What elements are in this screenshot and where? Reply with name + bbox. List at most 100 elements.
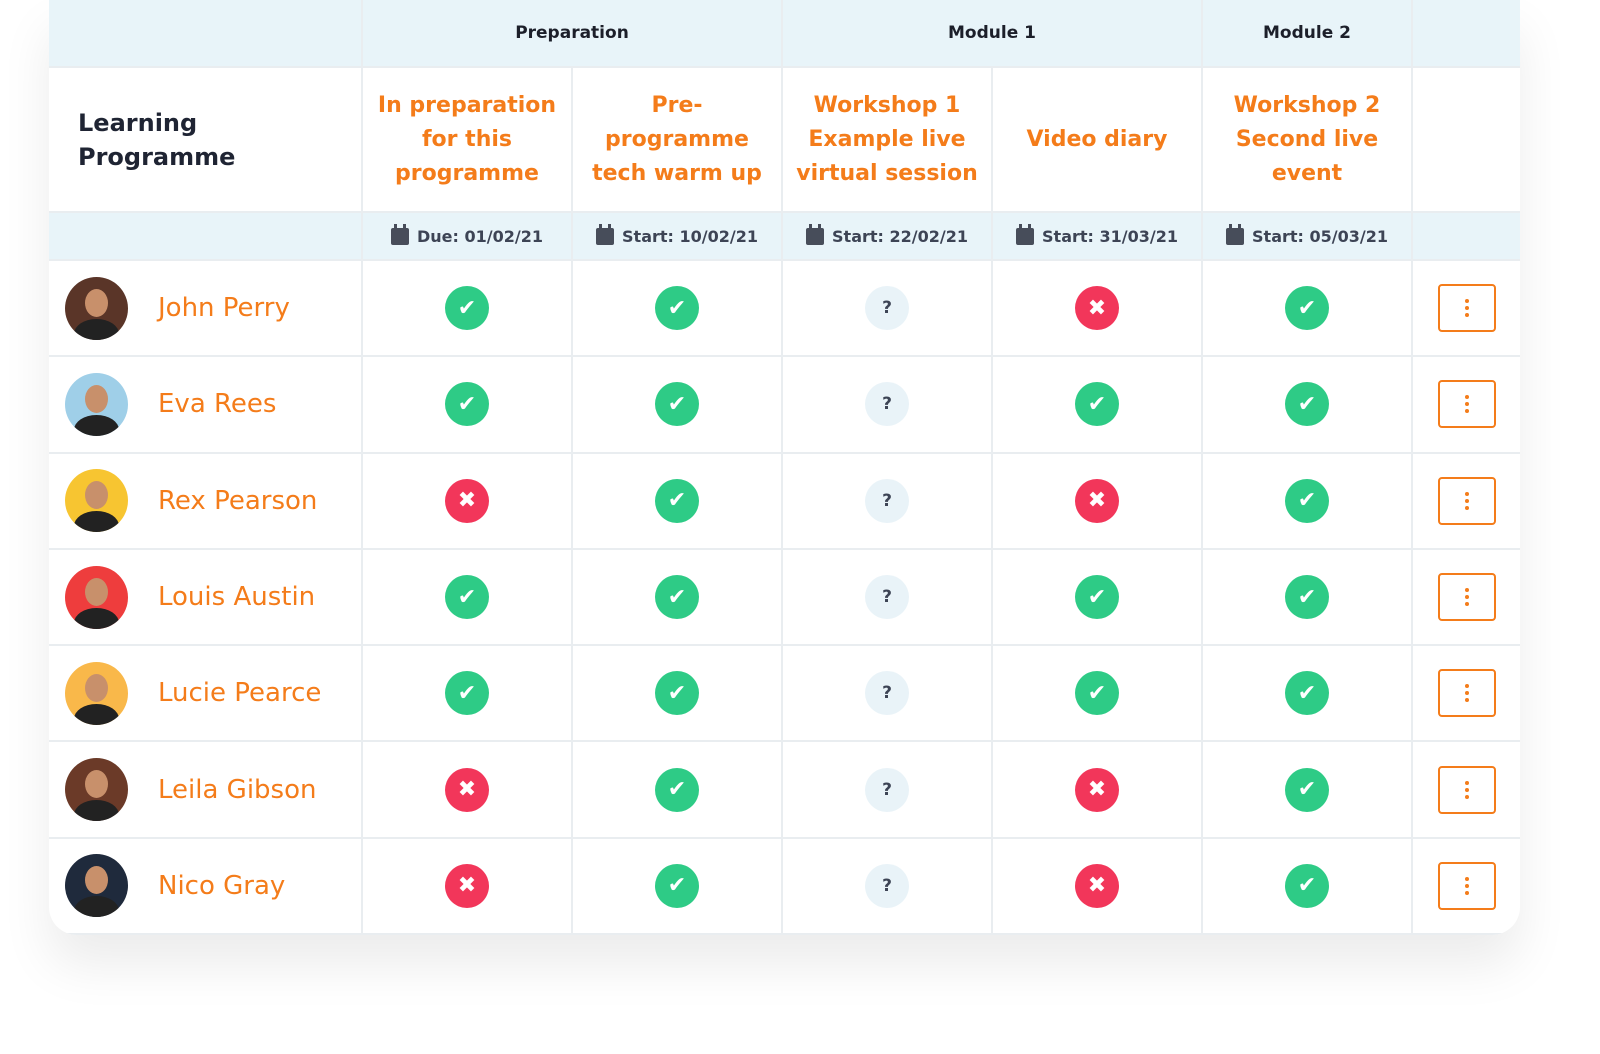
check-status-icon: ✔ — [1075, 671, 1119, 716]
status-cell: ✔ — [1203, 549, 1413, 647]
column-date: Start: 31/03/21 — [993, 213, 1203, 261]
unknown-status-icon: ? — [865, 671, 909, 716]
check-status-icon: ✔ — [655, 478, 699, 523]
person-name[interactable]: Eva Rees — [158, 389, 277, 420]
check-status-icon: ✔ — [445, 671, 489, 716]
column-date: Due: 01/02/21 — [363, 213, 573, 261]
unknown-status-icon: ? — [865, 863, 909, 908]
kebab-icon — [1464, 299, 1469, 318]
status-cell: ? — [783, 357, 993, 454]
cross-status-icon: ✖ — [1075, 478, 1119, 523]
more-options-button[interactable] — [1437, 380, 1496, 429]
status-cell: ✔ — [573, 838, 783, 935]
check-status-icon: ✔ — [1075, 575, 1119, 620]
more-options-button[interactable] — [1437, 573, 1496, 622]
cross-status-icon: ✖ — [1075, 767, 1119, 812]
status-cell: ✔ — [573, 742, 783, 839]
more-options-button[interactable] — [1437, 765, 1496, 814]
check-status-icon: ✔ — [445, 286, 489, 331]
date-label: Start: 10/02/21 — [622, 226, 758, 246]
status-cell: ✔ — [363, 357, 573, 454]
header-empty — [1413, 68, 1520, 213]
cross-status-icon: ✖ — [1075, 863, 1119, 908]
table-row-person: Lucie Pearce — [49, 646, 363, 743]
actions-cell — [1413, 550, 1520, 647]
avatar — [65, 758, 128, 822]
actions-cell — [1413, 357, 1520, 454]
check-status-icon: ✔ — [1285, 863, 1329, 908]
status-cell: ✔ — [363, 549, 573, 647]
cross-status-icon: ✖ — [1075, 286, 1119, 331]
person-name[interactable]: Louis Austin — [158, 582, 316, 613]
check-status-icon: ✔ — [655, 767, 699, 812]
more-options-button[interactable] — [1437, 476, 1496, 525]
person-name[interactable]: Lucie Pearce — [158, 678, 322, 709]
column-title: Pre-programme tech warm up — [592, 92, 762, 186]
unknown-status-icon: ? — [865, 767, 909, 812]
person-name[interactable]: Nico Gray — [158, 870, 286, 901]
status-cell: ✔ — [1203, 838, 1413, 935]
check-status-icon: ✔ — [445, 382, 489, 427]
check-status-icon: ✔ — [1285, 478, 1329, 523]
date-label: Due: 01/02/21 — [417, 226, 543, 246]
actions-cell — [1413, 454, 1520, 550]
column-title: Workshop 2 Second live event — [1233, 92, 1381, 186]
status-cell: ? — [783, 261, 993, 358]
person-name[interactable]: Leila Gibson — [158, 774, 317, 805]
column-header: In preparation for this programme — [363, 68, 573, 213]
group-label: Module 2 — [1263, 23, 1351, 43]
column-header: Workshop 2 Second live event — [1203, 68, 1413, 213]
avatar — [65, 276, 128, 340]
check-status-icon: ✔ — [1285, 286, 1329, 331]
status-cell: ? — [783, 549, 993, 647]
status-cell: ✔ — [363, 646, 573, 743]
status-cell: ✔ — [993, 549, 1203, 647]
actions-cell — [1413, 261, 1520, 358]
cross-status-icon: ✖ — [445, 767, 489, 812]
person-name[interactable]: Rex Pearson — [158, 485, 318, 516]
avatar — [65, 661, 128, 725]
person-name[interactable]: John Perry — [158, 293, 290, 324]
status-cell: ✔ — [1203, 261, 1413, 358]
cross-status-icon: ✖ — [445, 478, 489, 523]
group-module-1: Module 1 — [783, 0, 1203, 68]
page-title-text: Learning Programme — [78, 108, 236, 171]
calendar-icon — [391, 223, 409, 245]
group-label: Preparation — [515, 23, 629, 43]
table-row-person: Rex Pearson — [49, 453, 363, 550]
date-label: Start: 31/03/21 — [1042, 226, 1178, 246]
column-title: Video diary — [1026, 126, 1168, 152]
status-cell: ✔ — [1203, 357, 1413, 454]
status-cell: ? — [783, 646, 993, 743]
more-options-button[interactable] — [1437, 669, 1496, 718]
avatar — [65, 854, 128, 918]
kebab-icon — [1464, 395, 1469, 414]
check-status-icon: ✔ — [655, 286, 699, 331]
page-title: Learning Programme — [49, 68, 363, 213]
more-options-button[interactable] — [1437, 284, 1496, 333]
check-status-icon: ✔ — [1285, 382, 1329, 427]
check-status-icon: ✔ — [445, 575, 489, 620]
status-cell: ✔ — [573, 453, 783, 550]
kebab-icon — [1464, 780, 1469, 799]
status-cell: ✔ — [363, 261, 573, 358]
status-cell: ✔ — [1203, 453, 1413, 550]
status-cell: ✔ — [573, 357, 783, 454]
check-status-icon: ✔ — [1075, 382, 1119, 427]
calendar-icon — [596, 223, 615, 245]
actions-cell — [1413, 742, 1520, 839]
date-label: Start: 05/03/21 — [1252, 226, 1388, 246]
table-row-person: Eva Rees — [49, 357, 363, 454]
column-header: Video diary — [993, 68, 1203, 213]
status-cell: ✖ — [363, 742, 573, 839]
table-row-person: Nico Gray — [49, 838, 363, 935]
status-cell: ? — [783, 838, 993, 935]
date-empty — [1413, 213, 1520, 261]
column-header: Pre-programme tech warm up — [573, 68, 783, 213]
avatar — [65, 372, 128, 436]
more-options-button[interactable] — [1437, 861, 1496, 910]
column-date: Start: 05/03/21 — [1203, 213, 1413, 261]
date-empty — [49, 213, 363, 261]
check-status-icon: ✔ — [1285, 575, 1329, 620]
check-status-icon: ✔ — [1285, 671, 1329, 716]
